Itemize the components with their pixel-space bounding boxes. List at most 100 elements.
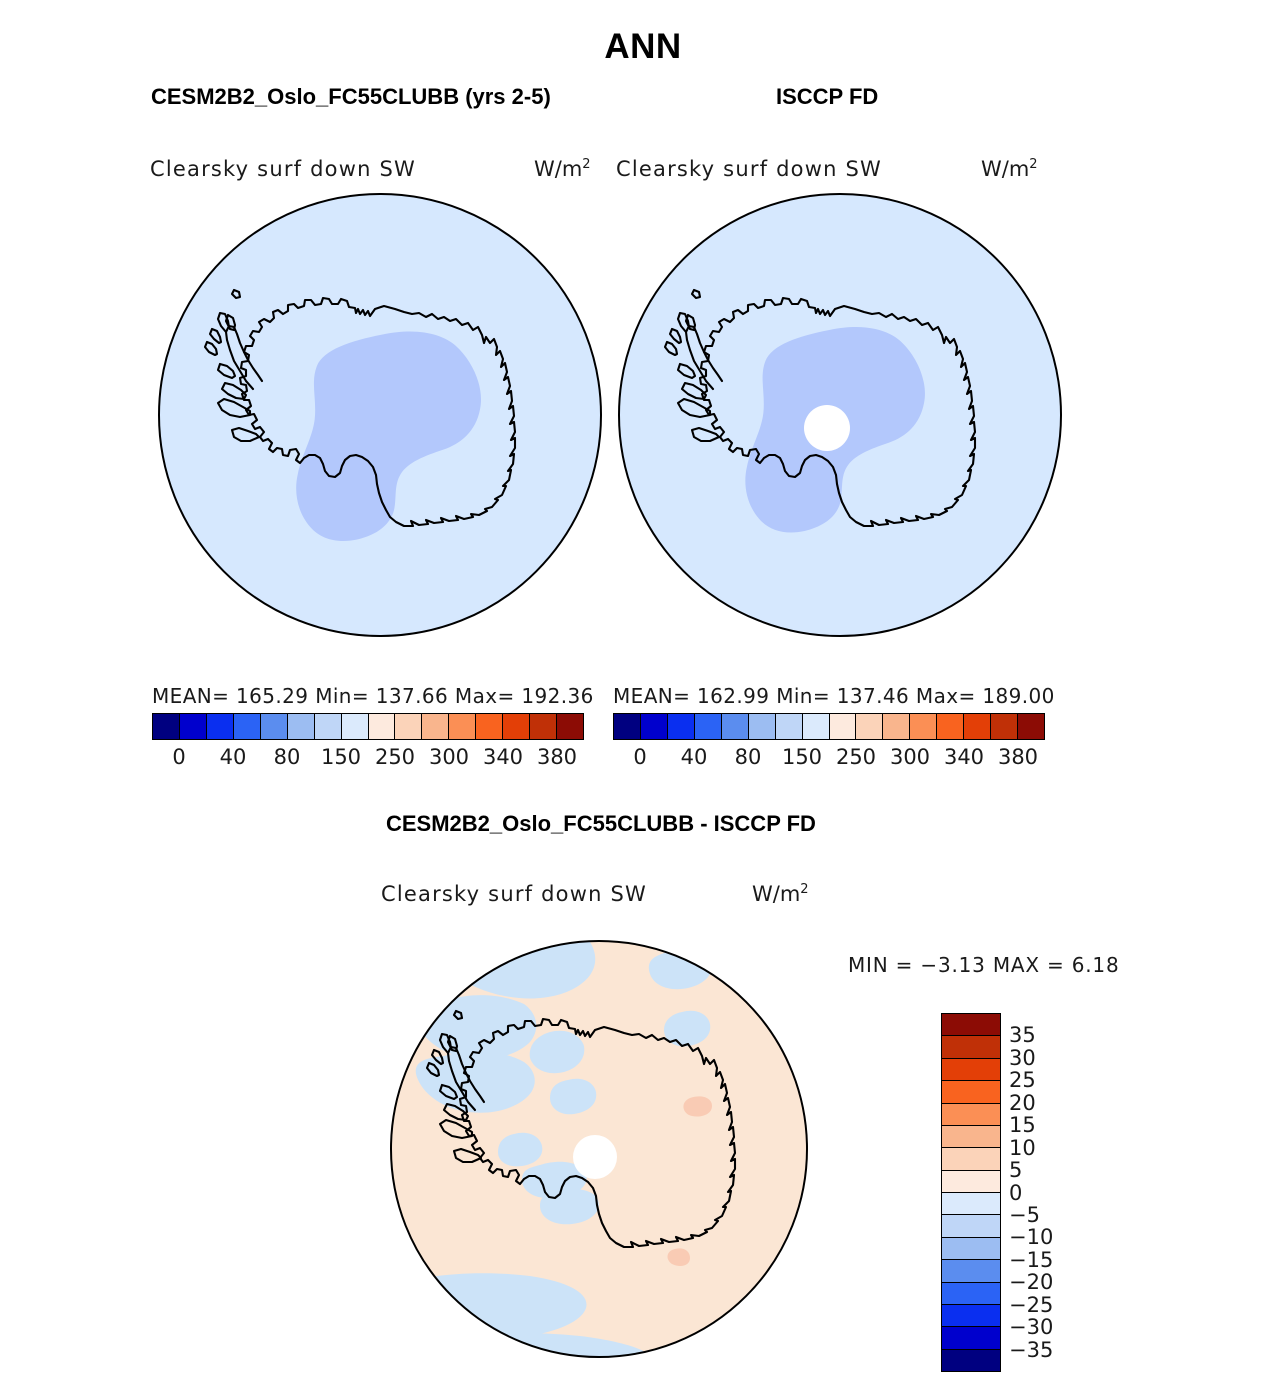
colorbar-tick-label: 340 [482,745,524,769]
map-model [158,193,603,643]
colorbar-cell [942,1193,1000,1216]
colorbar-cell [942,1170,1000,1193]
colorbar-cell [942,1103,1000,1126]
colorbar-cell [991,714,1019,739]
colorbar-cell [557,714,583,739]
units-model: W/m2 [534,157,591,181]
colorbar-cell [395,714,423,739]
colorbar-cell [314,714,342,739]
colorbar-cell [614,714,641,739]
stats-obs: MEAN= 162.99 Min= 137.46 Max= 189.00 [613,684,1055,708]
colorbar-cell [260,714,288,739]
colorbar-tick-label: 80 [273,745,301,769]
colorbar-cell [179,714,207,739]
colorbar-cell [748,714,776,739]
colorbar-cell [476,714,504,739]
units-exponent: 2 [1029,157,1038,172]
colorbar-tick-label: 20 [1009,1090,1036,1115]
colorbar-tick-label: 300 [889,745,931,769]
colorbar-tick-label: 5 [1009,1158,1023,1183]
field-label-difference: Clearsky surf down SW [381,882,647,906]
minmax-difference: MIN = −3.13 MAX = 6.18 [848,953,1120,977]
colorbar-tick-label: 35 [1009,1023,1036,1048]
colorbar-cell [942,1349,1000,1371]
colorbar-cell [721,714,749,739]
colorbar-cell [942,1058,1000,1082]
colorbar-cell [964,714,992,739]
colorbar-cell [449,714,477,739]
colorbar-cell [153,714,180,739]
panel-title-difference: CESM2B2_Oslo_FC55CLUBB - ISCCP FD [386,811,816,836]
colorbar-cell [942,1304,1000,1328]
colorbar-cell [829,714,857,739]
page-title: ANN [604,27,682,66]
colorbar-cell [233,714,261,739]
colorbar-cell [942,1237,1000,1261]
stats-model: MEAN= 165.29 Min= 137.66 Max= 192.36 [152,684,594,708]
missing-data-hole [573,1135,617,1179]
units-text: W/m [752,882,801,906]
colorbar-cell [206,714,234,739]
colorbar-cell [503,714,531,739]
colorbar-tick-label: −10 [1009,1225,1054,1250]
colorbar-cell [883,714,911,739]
colorbar-cell [942,1125,1000,1149]
colorbar-tick-label: 150 [781,745,823,769]
colorbar-tick-label: −20 [1009,1270,1054,1295]
colorbar-obs-ticks: 0 40 80 150 250 300 340 380 [613,745,1045,773]
colorbar-cell [368,714,396,739]
colorbar-tick-label: 250 [374,745,416,769]
colorbar-cell [942,1014,1000,1037]
colorbar-cell [942,1282,1000,1305]
colorbar-cell [422,714,450,739]
map-obs [618,193,1063,643]
colorbar-cell [910,714,938,739]
colorbar-tick-label: 15 [1009,1113,1036,1138]
field-label-obs: Clearsky surf down SW [616,157,882,181]
units-exponent: 2 [800,882,809,897]
colorbar-cell [942,1260,1000,1283]
colorbar-cell [530,714,558,739]
colorbar-tick-label: 40 [680,745,708,769]
colorbar-difference[interactable] [941,1013,1001,1372]
colorbar-tick-label: 300 [428,745,470,769]
colorbar-tick-label: 30 [1009,1045,1036,1070]
colorbar-cell [640,714,668,739]
colorbar-model[interactable] [152,713,584,740]
colorbar-cell [942,1036,1000,1059]
colorbar-difference-ticks: 35 30 25 20 15 10 5 0 −5 −10 −15 −20 −25 −30 −35 [1009,1013,1079,1372]
colorbar-tick-label: 0 [172,745,186,769]
colorbar-cell [287,714,315,739]
colorbar-tick-label: −30 [1009,1315,1054,1340]
colorbar-tick-label: 340 [943,745,985,769]
colorbar-cell [856,714,884,739]
colorbar-cell [694,714,722,739]
units-text: W/m [981,157,1030,181]
colorbar-tick-label: −25 [1009,1292,1054,1317]
colorbar-tick-label: 380 [536,745,578,769]
colorbar-tick-label: 250 [835,745,877,769]
colorbar-tick-label: 10 [1009,1135,1036,1160]
panel-title-obs: ISCCP FD [776,84,879,109]
panel-title-model: CESM2B2_Oslo_FC55CLUBB (yrs 2-5) [151,84,551,109]
units-exponent: 2 [582,157,591,172]
colorbar-cell [1018,714,1044,739]
colorbar-tick-label: 380 [997,745,1039,769]
colorbar-cell [667,714,695,739]
colorbar-tick-label: 80 [734,745,762,769]
colorbar-tick-label: 150 [320,745,362,769]
units-text: W/m [534,157,583,181]
colorbar-tick-label: 0 [633,745,647,769]
colorbar-obs[interactable] [613,713,1045,740]
colorbar-tick-label: 40 [219,745,247,769]
units-obs: W/m2 [981,157,1038,181]
field-label-model: Clearsky surf down SW [150,157,416,181]
colorbar-cell [942,1327,1000,1350]
colorbar-cell [775,714,803,739]
colorbar-cell [341,714,369,739]
map-difference [390,930,810,1375]
colorbar-tick-label: 25 [1009,1068,1036,1093]
colorbar-cell [802,714,830,739]
colorbar-tick-label: 0 [1009,1180,1023,1205]
colorbar-tick-label: −35 [1009,1337,1054,1362]
